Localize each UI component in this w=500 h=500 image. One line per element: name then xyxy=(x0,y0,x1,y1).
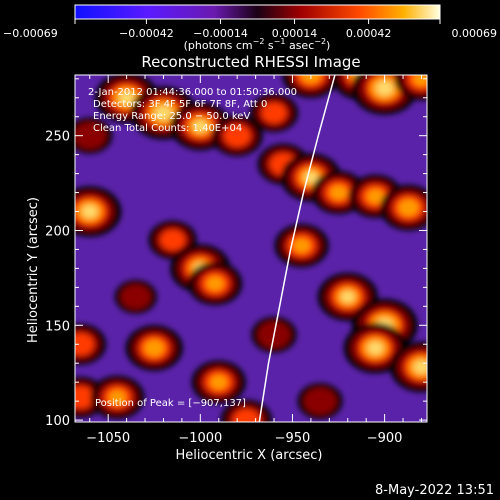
emission-blob xyxy=(191,360,246,404)
emission-blob xyxy=(380,184,427,231)
emission-blob xyxy=(250,93,299,133)
emission-blob xyxy=(297,383,343,420)
colorbar-unit-label: (photons cm−2 s−1 asec−2) xyxy=(184,37,331,52)
colorbar-gradient xyxy=(74,4,441,20)
colorbar-tick-label: 0.00014 xyxy=(272,27,318,40)
colorbar-tick-label: −0.00069 xyxy=(3,27,58,40)
x-axis: −1050 −1000 −950 −900 xyxy=(86,75,422,446)
emission-blob xyxy=(188,261,243,306)
plot-frame xyxy=(74,74,428,423)
solar-limb-line xyxy=(258,75,336,422)
y-tick-label: 100 xyxy=(45,414,70,429)
colorbar-tick-label: −0.00014 xyxy=(193,27,248,40)
emission-blob xyxy=(114,280,157,314)
colorbar-tick-label: 0.00042 xyxy=(346,27,392,40)
colorbar-ticks: −0.00069 −0.00042 −0.00014 0.00014 0.00042 0.… xyxy=(3,19,497,40)
peak-position-label: Position of Peak = [−907,137] xyxy=(95,398,246,409)
info-line-1: 2-Jan-2012 01:44:36.000 to 01:50:36.000 xyxy=(88,87,297,98)
observation-info: 2-Jan-2012 01:44:36.000 to 01:50:36.000 … xyxy=(88,87,297,134)
info-line-4: Clean Total Counts: 1.40E+04 xyxy=(93,123,242,134)
x-tick-label: −950 xyxy=(275,431,311,446)
x-tick-label: −1050 xyxy=(86,431,130,446)
y-tick-label: 200 xyxy=(45,224,70,239)
emission-blob xyxy=(75,186,122,237)
x-tick-label: −900 xyxy=(367,431,403,446)
info-line-2: Detectors: 3F 4F 5F 6F 7F 8F, Att 0 xyxy=(93,99,267,110)
emission-blob xyxy=(211,115,263,157)
colorbar-tick-label: −0.00042 xyxy=(119,27,174,40)
colorbar-tick-label: 0.00069 xyxy=(452,27,498,40)
emission-blob xyxy=(125,325,183,371)
plot-area xyxy=(75,75,427,422)
colorbar: −0.00069 −0.00042 −0.00014 0.00014 0.00042 0.… xyxy=(3,4,497,52)
y-axis: 100 150 200 250 xyxy=(45,78,427,429)
emission-blob xyxy=(75,323,107,365)
timestamp: 8-May-2022 13:51 xyxy=(375,483,494,498)
emission-blob xyxy=(148,220,197,260)
info-line-3: Energy Range: 25.0 − 50.0 keV xyxy=(93,111,250,122)
emission-blob xyxy=(389,341,427,393)
emission-blob xyxy=(130,86,197,140)
x-axis-label: Heliocentric X (arcsec) xyxy=(176,448,323,463)
emission-blob xyxy=(220,399,272,422)
emission-blob xyxy=(90,375,145,419)
x-tick-label: −1000 xyxy=(178,431,222,446)
y-tick-label: 150 xyxy=(45,319,70,334)
emission-blob xyxy=(274,224,329,268)
emission-blob xyxy=(394,75,427,101)
emission-blob xyxy=(75,117,113,154)
emission-blob xyxy=(282,75,340,98)
y-axis-label: Heliocentric Y (arcsec) xyxy=(26,197,41,343)
chart-title: Reconstructed RHESSI Image xyxy=(141,53,360,71)
y-tick-label: 250 xyxy=(45,130,70,145)
emission-layer xyxy=(75,75,427,422)
